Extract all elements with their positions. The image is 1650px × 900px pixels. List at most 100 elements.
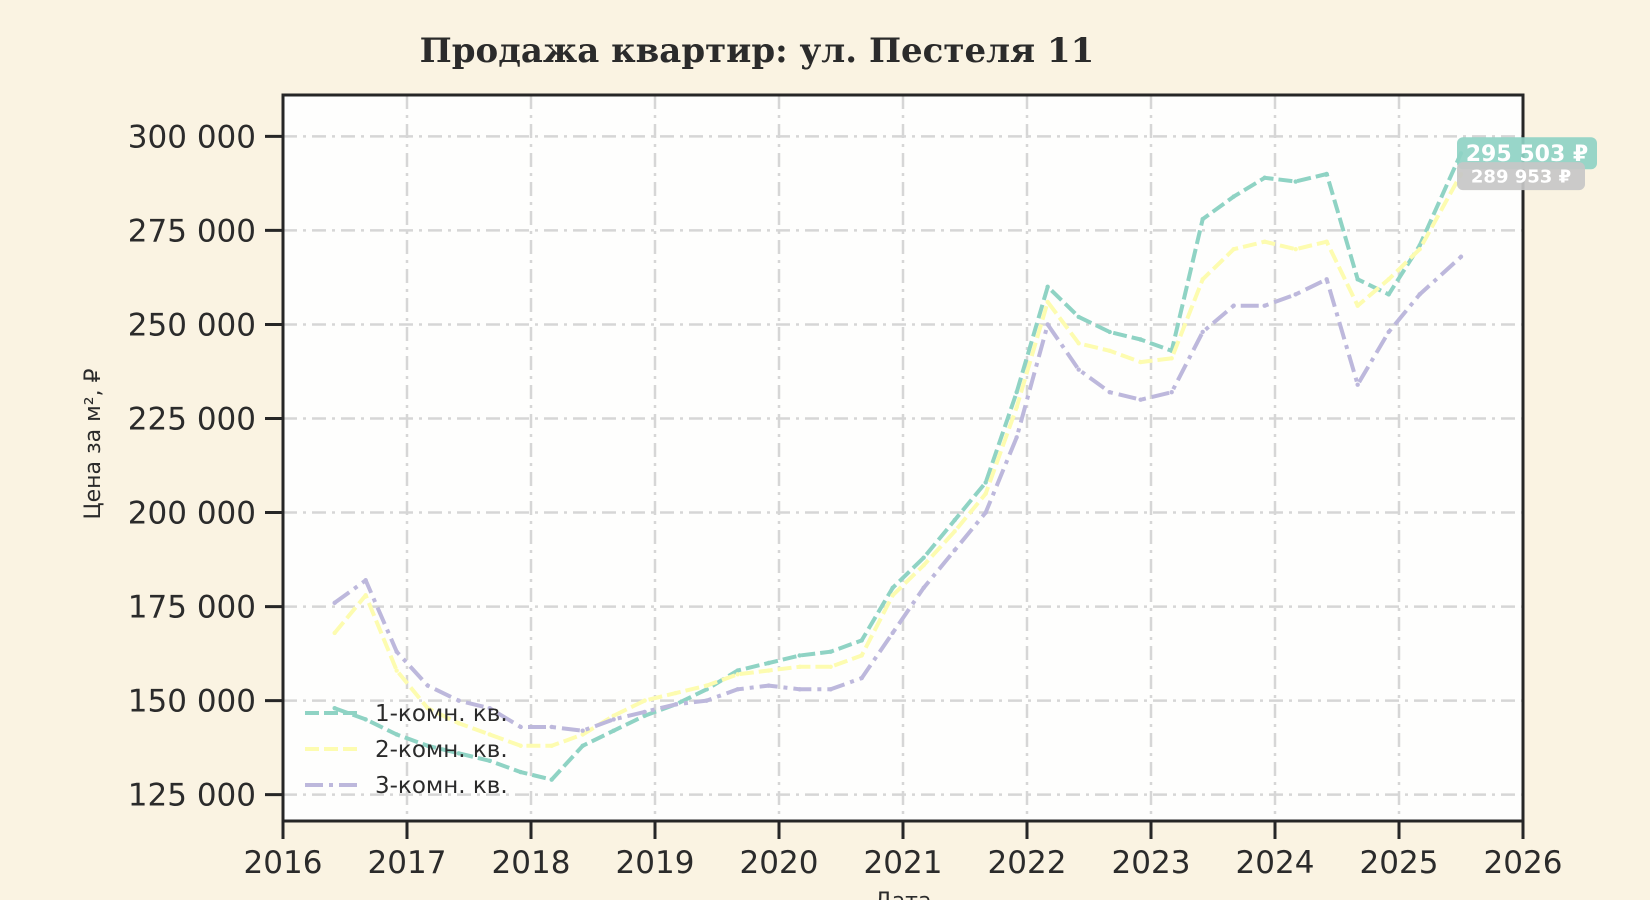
- series-1-point: [611, 728, 616, 733]
- series-3-point: [1458, 254, 1464, 259]
- series-3-point: [983, 510, 988, 515]
- series-3-point: [1324, 277, 1329, 282]
- legend-label: 2-комн. кв.: [375, 737, 508, 763]
- series-1-point: [890, 585, 895, 590]
- series-1-point: [1107, 329, 1112, 335]
- series-2-point: [518, 743, 523, 748]
- series-3-point: [487, 705, 492, 711]
- series-3-point: [1200, 329, 1205, 335]
- series-2-point: [1169, 356, 1174, 361]
- series-3-point: [549, 724, 554, 730]
- series-2-point: [673, 690, 678, 696]
- series-3-point: [766, 683, 771, 688]
- y-axis-label: Цена за м², ₽: [81, 368, 106, 519]
- series-3-point: [1293, 292, 1298, 297]
- series-2-point: [952, 529, 957, 534]
- legend-label: 1-комн. кв.: [375, 701, 508, 727]
- series-1-point: [394, 732, 399, 737]
- series-2-point: [1386, 277, 1391, 282]
- end-value-badge: [1457, 137, 1597, 170]
- series-2-point: [1107, 348, 1112, 353]
- series-3-point: [859, 675, 864, 681]
- series-3-point: [1014, 435, 1019, 440]
- x-tick-label: 2017: [368, 845, 447, 881]
- series-3-point: [1169, 389, 1174, 395]
- series-3-point: [642, 709, 647, 715]
- series-lines: [332, 151, 1464, 782]
- series-2-point: [1231, 247, 1236, 252]
- series-3-point: [735, 687, 740, 692]
- series-1-point: [518, 769, 523, 775]
- series-2-point: [456, 720, 461, 726]
- series-1-point: [766, 660, 771, 666]
- series-2-point: [1076, 341, 1081, 346]
- y-tick-label: 125 000: [128, 778, 256, 814]
- series-1-point: [549, 777, 554, 782]
- series-3-point: [1076, 367, 1081, 372]
- x-tick-label: 2022: [988, 845, 1067, 881]
- series-2-point: [549, 743, 554, 748]
- end-value-label: 289 953 ₽: [1457, 162, 1585, 191]
- series-2-point: [1138, 359, 1143, 365]
- series-1-point: [828, 649, 833, 654]
- series-3-point: [332, 600, 337, 606]
- series-2-point: [1355, 303, 1360, 308]
- series-1-point: [487, 758, 492, 764]
- series-1-point: [983, 480, 988, 485]
- series-2-point: [1014, 405, 1019, 410]
- series-2-point: [1200, 277, 1205, 282]
- series-2-point: [394, 668, 399, 673]
- end-labels: 295 503 ₽289 953 ₽: [1457, 137, 1597, 191]
- series-1-point: [1293, 179, 1298, 184]
- series-1-point: [735, 668, 740, 673]
- end-value-badge: [1457, 162, 1585, 191]
- series-3-point: [704, 698, 709, 703]
- y-tick-label: 275 000: [128, 213, 256, 249]
- series-2-point: [1262, 239, 1267, 244]
- series-3-point: [952, 547, 957, 553]
- y-axis: 125 000 150 000 175 000 200 000 225 000 250 0…: [128, 119, 283, 814]
- series-3-point: [1045, 322, 1050, 327]
- series-3-point: [1386, 329, 1391, 335]
- series-2-point: [580, 732, 585, 737]
- y-tick-label: 200 000: [128, 496, 256, 532]
- series-2-point: [425, 705, 430, 711]
- end-value-text: 289 953 ₽: [1471, 167, 1571, 188]
- series-2-point: [859, 653, 864, 658]
- series-1-point: [642, 713, 647, 718]
- series-3-point: [1107, 389, 1112, 395]
- series-3-point: [1262, 303, 1267, 308]
- series-2-point: [921, 563, 926, 568]
- x-tick-label: 2020: [740, 845, 819, 881]
- series-1-point: [1231, 194, 1236, 199]
- series-1-point: [921, 555, 926, 560]
- series-1-point: [1355, 277, 1360, 282]
- series-2-point: [766, 668, 771, 673]
- legend: 1-комн. кв. 2-комн. кв. 3-комн. кв.: [305, 701, 508, 799]
- series-3-point: [363, 578, 368, 583]
- series-1-point: [1386, 292, 1391, 297]
- series-2-point: [983, 491, 988, 496]
- series-1-point: [797, 653, 802, 658]
- series-3-point: [456, 698, 461, 703]
- series-2-point: [1045, 299, 1050, 305]
- series-1-point: [456, 751, 461, 756]
- series-2-point: [828, 664, 833, 669]
- series-3-point: [580, 728, 585, 733]
- series-2-point: [642, 698, 647, 703]
- series-2-point: [1417, 247, 1422, 252]
- series-1-point: [704, 687, 709, 692]
- series-2-point: [332, 630, 337, 636]
- series-2-point: [1293, 247, 1298, 252]
- series-1-point: [1045, 284, 1050, 290]
- y-tick-label: 300 000: [128, 119, 256, 155]
- series-2-point: [704, 683, 709, 688]
- series-3-point: [890, 630, 895, 636]
- x-tick-label: 2026: [1484, 845, 1563, 881]
- x-axis-label: Дата: [875, 889, 932, 900]
- y-tick-label: 175 000: [128, 590, 256, 626]
- series-3-point: [518, 724, 523, 730]
- x-tick-label: 2025: [1360, 845, 1439, 881]
